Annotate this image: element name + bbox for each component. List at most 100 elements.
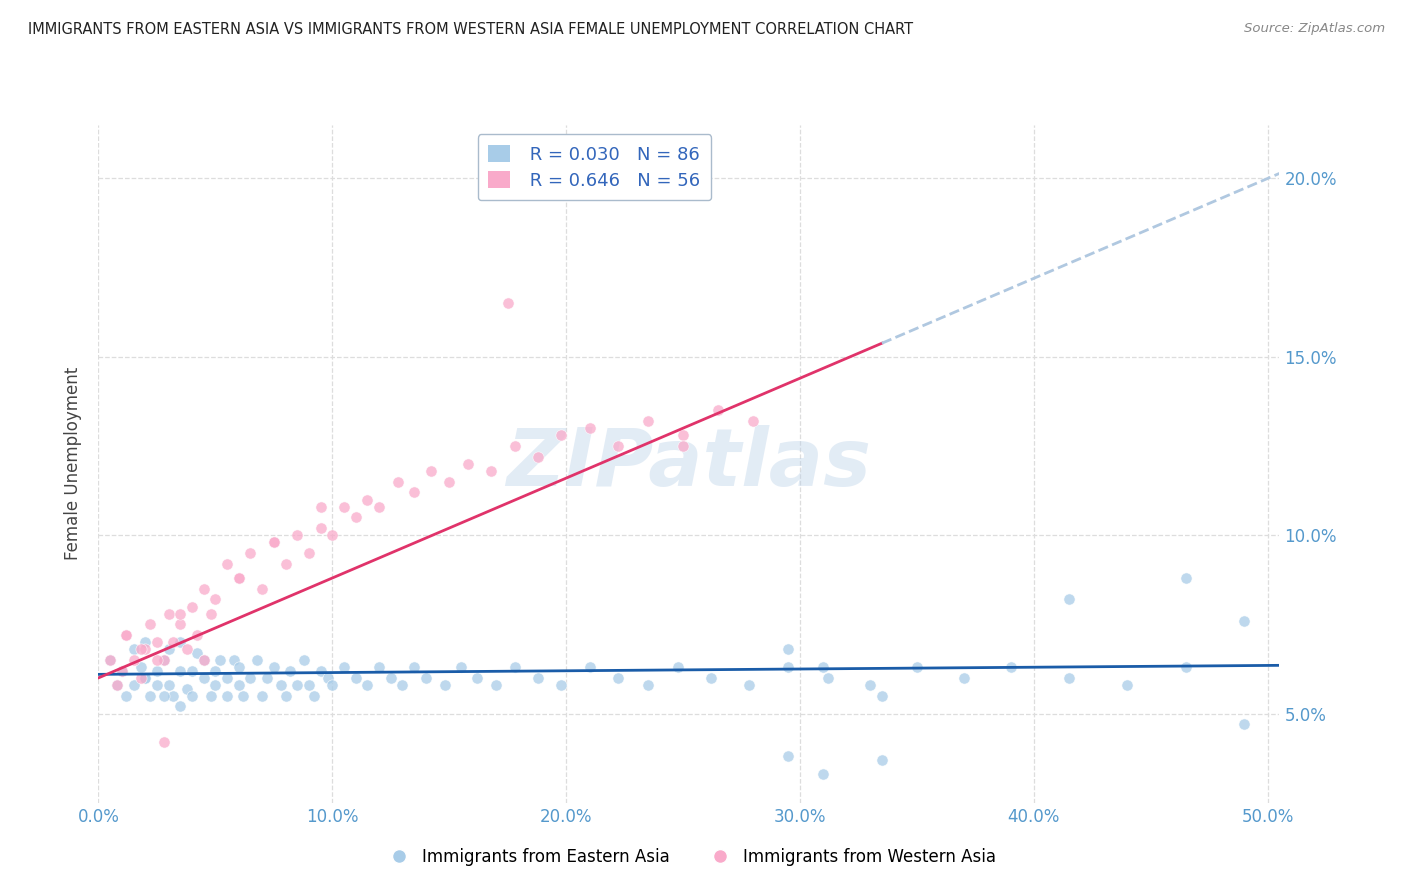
Point	[1233, 717, 1256, 731]
Point	[176, 681, 198, 696]
Point	[129, 660, 152, 674]
Point	[606, 671, 628, 685]
Point	[157, 607, 180, 621]
Point	[115, 628, 138, 642]
Point	[186, 628, 208, 642]
Point	[228, 660, 250, 674]
Point	[778, 660, 800, 674]
Point	[316, 671, 339, 685]
Point	[356, 492, 378, 507]
Point	[278, 664, 301, 678]
Point	[737, 678, 759, 692]
Point	[157, 642, 180, 657]
Point	[200, 607, 222, 621]
Point	[778, 749, 800, 764]
Point	[186, 646, 208, 660]
Point	[134, 671, 156, 685]
Point	[309, 664, 332, 678]
Point	[668, 660, 690, 674]
Point	[457, 457, 479, 471]
Point	[193, 671, 215, 685]
Point	[321, 528, 343, 542]
Point	[344, 510, 367, 524]
Point	[285, 528, 308, 542]
Point	[707, 403, 730, 417]
Point	[905, 660, 928, 674]
Point	[404, 485, 426, 500]
Point	[239, 671, 262, 685]
Point	[952, 671, 974, 685]
Point	[433, 678, 456, 692]
Text: Source: ZipAtlas.com: Source: ZipAtlas.com	[1244, 22, 1385, 36]
Point	[578, 421, 600, 435]
Point	[239, 546, 262, 560]
Point	[193, 653, 215, 667]
Point	[134, 635, 156, 649]
Point	[778, 642, 800, 657]
Point	[309, 521, 332, 535]
Point	[105, 678, 128, 692]
Point	[309, 500, 332, 514]
Point	[129, 671, 152, 685]
Y-axis label: Female Unemployment: Female Unemployment	[65, 368, 83, 560]
Point	[870, 753, 893, 767]
Point	[550, 678, 572, 692]
Point	[380, 671, 402, 685]
Point	[503, 439, 526, 453]
Point	[193, 653, 215, 667]
Point	[228, 571, 250, 585]
Point	[98, 653, 121, 667]
Point	[153, 689, 176, 703]
Point	[672, 439, 695, 453]
Point	[153, 653, 176, 667]
Point	[250, 689, 273, 703]
Point	[415, 671, 437, 685]
Point	[387, 475, 409, 489]
Point	[157, 678, 180, 692]
Point	[503, 660, 526, 674]
Point	[232, 689, 254, 703]
Point	[439, 475, 461, 489]
Point	[256, 671, 278, 685]
Point	[139, 617, 162, 632]
Point	[1057, 592, 1080, 607]
Point	[111, 664, 134, 678]
Point	[606, 439, 628, 453]
Point	[181, 599, 204, 614]
Point	[169, 699, 191, 714]
Point	[1174, 660, 1197, 674]
Point	[1233, 614, 1256, 628]
Point	[1057, 671, 1080, 685]
Point	[496, 296, 519, 310]
Point	[215, 557, 238, 571]
Point	[122, 678, 145, 692]
Point	[246, 653, 269, 667]
Point	[204, 664, 226, 678]
Point	[285, 678, 308, 692]
Point	[162, 689, 184, 703]
Point	[479, 464, 502, 478]
Point	[302, 689, 325, 703]
Point	[419, 464, 441, 478]
Point	[298, 546, 321, 560]
Point	[215, 689, 238, 703]
Point	[122, 653, 145, 667]
Point	[333, 660, 356, 674]
Point	[298, 678, 321, 692]
Point	[153, 653, 176, 667]
Point	[139, 689, 162, 703]
Text: ZIPatlas: ZIPatlas	[506, 425, 872, 503]
Point	[162, 635, 184, 649]
Point	[115, 628, 138, 642]
Point	[742, 414, 765, 428]
Point	[292, 653, 315, 667]
Point	[813, 660, 835, 674]
Point	[391, 678, 413, 692]
Point	[368, 500, 391, 514]
Point	[637, 414, 659, 428]
Point	[1174, 571, 1197, 585]
Point	[215, 671, 238, 685]
Point	[169, 607, 191, 621]
Point	[98, 653, 121, 667]
Point	[263, 535, 285, 549]
